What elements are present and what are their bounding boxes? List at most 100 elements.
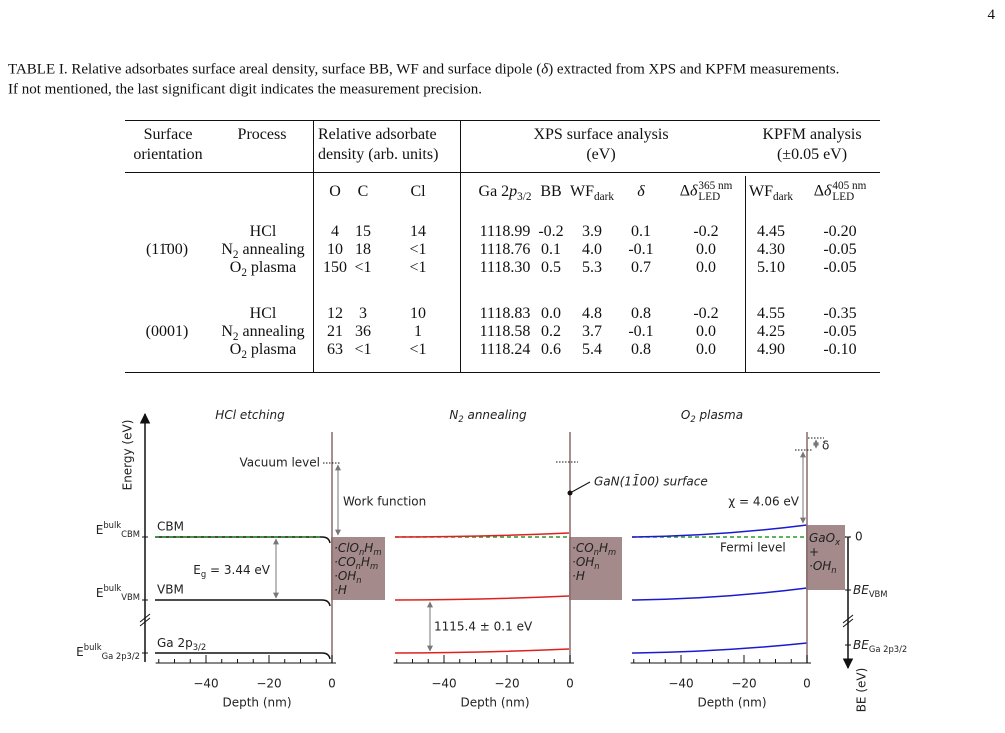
- text-run: 3/2: [517, 191, 532, 204]
- value-cell: -0.05: [823, 241, 857, 258]
- value-cell: 0.1: [541, 241, 561, 258]
- value-cell: 36: [355, 323, 371, 340]
- value-cell: 0.8: [631, 341, 651, 358]
- text-run: WF: [570, 183, 595, 200]
- offset-label: 1115.4 ± 0.1 eV: [434, 620, 533, 634]
- value-cell: 0.6: [541, 341, 561, 358]
- x-tick-label: −20: [494, 677, 519, 691]
- x-tick-label: −20: [731, 677, 756, 691]
- value-cell: 15: [355, 223, 371, 240]
- adsorbate-label: ·COnHm: [572, 541, 616, 557]
- text-run: E: [96, 523, 104, 537]
- text-run: BB: [540, 183, 562, 200]
- value-cell: 18: [355, 241, 371, 258]
- text-run: = 3.44 eV: [206, 563, 271, 577]
- text-run: δ: [689, 182, 698, 200]
- x-axis-label: Depth (nm): [697, 696, 766, 710]
- table-divider: [460, 121, 461, 372]
- be-axis-label: BE (eV): [855, 668, 869, 713]
- subheader-cell: WFdark: [570, 183, 614, 204]
- gap-label: Eg = 3.44 eV: [193, 563, 271, 579]
- text-run: WF: [749, 183, 774, 200]
- text-run: Δ: [813, 182, 824, 200]
- value-cell: 1118.30: [479, 259, 531, 276]
- value-cell: 5.3: [582, 259, 602, 276]
- value-cell: 10: [327, 241, 343, 258]
- band-label: Ga 2p3/2: [157, 636, 206, 652]
- text-run: HCl: [249, 223, 277, 240]
- text-run: annealing: [464, 408, 527, 422]
- text-run: 3/2: [193, 642, 206, 652]
- value-cell: 21: [327, 323, 343, 340]
- text-run: plasma: [246, 259, 297, 276]
- text-run: x: [834, 537, 841, 547]
- value-cell: 0.1: [631, 223, 651, 240]
- text-run: O: [229, 259, 242, 276]
- process-cell: HCl: [250, 224, 277, 240]
- adsorbate-label: ·OHn: [334, 569, 362, 585]
- value-cell: 0.5: [541, 259, 561, 276]
- value-cell: 0.0: [541, 305, 561, 322]
- text-run: 2: [241, 349, 247, 362]
- value-cell: 0.0: [696, 259, 716, 276]
- orientation-cell: (11̄00): [145, 241, 189, 258]
- text-run: n: [356, 561, 361, 571]
- be-tick-label: 0: [855, 530, 863, 544]
- adsorbate-label: ·ClOnHm: [334, 541, 382, 557]
- text-run: TABLE I. Relative adsorbates surface are…: [8, 61, 542, 78]
- text-run: ·H: [572, 569, 585, 583]
- text-run: HCl: [249, 305, 277, 322]
- value-cell: -0.05: [823, 323, 857, 340]
- table-top-rule: [125, 120, 880, 121]
- value-cell: 1118.24: [479, 341, 531, 358]
- value-cell: 0.7: [631, 259, 651, 276]
- script-text: LED: [832, 191, 855, 203]
- text-run: Ga 2: [478, 183, 510, 200]
- text-run: Cl: [410, 183, 426, 200]
- subheader-cell: δ: [637, 184, 644, 200]
- adsorbate-label: ·H: [572, 569, 585, 583]
- text-run: BE: [853, 638, 869, 652]
- orientation-cell: (0001): [145, 323, 189, 340]
- text-run: dark: [594, 191, 614, 204]
- value-cell: 3.7: [582, 323, 602, 340]
- text-run: O: [329, 183, 341, 200]
- text-run: ·ClO: [334, 541, 359, 555]
- header-cell: XPS surface analysis: [533, 126, 669, 143]
- text-run: Ga 2p3/2: [102, 651, 140, 661]
- text-run: Ga 2p3/2: [869, 644, 907, 654]
- level-label: Vacuum level: [240, 456, 320, 470]
- script-text: 405 nm: [832, 179, 867, 192]
- text-run: +: [809, 545, 819, 559]
- value-cell: -0.2: [693, 305, 719, 322]
- process-cell: O2 plasma: [229, 259, 297, 279]
- x-tick-label: −40: [668, 677, 693, 691]
- header-cell: Relative adsorbate: [318, 126, 437, 143]
- subheader-cell: Δδ 405 nm LED: [813, 179, 867, 203]
- x-tick-label: −40: [193, 677, 218, 691]
- subheader-cell: Cl: [410, 184, 425, 200]
- caption-line: If not mentioned, the last significant d…: [8, 82, 482, 98]
- text-run: Ga 2p: [157, 636, 193, 650]
- adsorbate-label: ·H: [334, 583, 347, 597]
- value-cell: -0.1: [628, 323, 654, 340]
- text-run: VBM: [121, 592, 140, 602]
- text-run: GaO: [809, 531, 835, 545]
- value-cell: 1118.76: [479, 241, 531, 258]
- affinity-label: χ = 4.06 eV: [728, 495, 800, 509]
- process-cell: N2 annealing: [221, 324, 304, 343]
- text-run: ·H: [334, 583, 347, 597]
- text-run: HCl etching: [215, 408, 285, 422]
- value-cell: -0.35: [823, 305, 857, 322]
- value-cell: 63: [327, 341, 343, 358]
- text-run: n: [831, 565, 836, 575]
- value-cell: 5.4: [582, 341, 602, 358]
- text-run: m: [370, 561, 378, 571]
- text-run: N: [449, 408, 458, 422]
- text-run: 2: [232, 249, 239, 262]
- process-cell: N2 annealing: [221, 242, 304, 262]
- bulk-level-label: EbulkGa 2p3/2: [76, 642, 140, 661]
- text-run: ·CO: [334, 555, 356, 569]
- value-cell: 150: [323, 259, 347, 276]
- text-run: δ: [541, 61, 549, 78]
